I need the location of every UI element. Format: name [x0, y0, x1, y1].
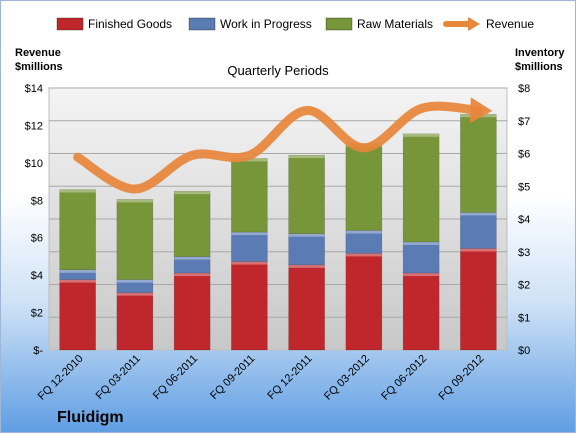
right-tick-label: $1 — [518, 312, 530, 324]
bar-cap — [60, 280, 96, 283]
bar-raw-materials — [346, 144, 382, 231]
x-tick-label: FQ 03-2011 — [94, 353, 143, 402]
bar-raw-materials — [460, 114, 496, 212]
bar-raw-materials — [403, 134, 439, 242]
legend-swatch-work-in-progress — [189, 18, 215, 30]
bar-cap — [403, 273, 439, 276]
legend-swatch-raw-materials — [326, 18, 352, 30]
bar-cap — [174, 257, 210, 260]
company-name: Fluidigm — [57, 409, 124, 426]
bar-raw-materials — [60, 190, 96, 270]
bar-raw-materials — [174, 191, 210, 257]
legend-label-revenue: Revenue — [486, 17, 534, 31]
bar-finished-goods — [289, 265, 325, 350]
bar-finished-goods — [346, 253, 382, 350]
bar-cap — [231, 262, 267, 265]
bar-work-in-progress — [346, 230, 382, 253]
bar-cap — [403, 134, 439, 137]
bar-cap — [289, 265, 325, 268]
legend-arrow-icon — [468, 17, 480, 31]
legend: Finished Goods Work in Progress Raw Materi… — [57, 17, 534, 31]
bar-cap — [460, 212, 496, 215]
right-tick-label: $6 — [518, 149, 530, 161]
left-axis-header-line1: Revenue — [15, 47, 61, 59]
bar-finished-goods — [117, 293, 153, 350]
bar-finished-goods — [174, 273, 210, 350]
left-tick-label: $4 — [31, 270, 43, 282]
bar-cap — [117, 293, 153, 296]
x-tick-label: FQ 09-2012 — [437, 353, 487, 403]
bar-work-in-progress — [231, 232, 267, 261]
bar-cap — [174, 273, 210, 276]
left-tick-label: $2 — [31, 308, 43, 320]
bar-raw-materials — [117, 199, 153, 279]
bar-cap — [60, 270, 96, 273]
x-tick-label: FQ 06-2012 — [379, 353, 429, 403]
legend-label-work-in-progress: Work in Progress — [220, 17, 312, 31]
bar-cap — [174, 191, 210, 194]
right-tick-label: $7 — [518, 116, 530, 128]
x-tick-label: FQ 12-2011 — [265, 353, 314, 402]
right-axis-header-line1: Inventory — [515, 47, 565, 59]
left-tick-label: $12 — [25, 120, 43, 132]
left-tick-label: $6 — [31, 233, 43, 245]
bar-cap — [289, 155, 325, 158]
right-tick-label: $8 — [518, 83, 530, 95]
right-tick-label: $5 — [518, 181, 530, 193]
bar-work-in-progress — [460, 212, 496, 248]
x-tick-label: FQ 12-2010 — [36, 353, 86, 403]
legend-label-finished-goods: Finished Goods — [88, 17, 172, 31]
legend-label-raw-materials: Raw Materials — [357, 17, 433, 31]
bar-work-in-progress — [403, 242, 439, 273]
left-axis-header-line2: $millions — [15, 61, 63, 73]
bar-cap — [403, 242, 439, 245]
bar-cap — [460, 248, 496, 251]
left-tick-label: $- — [33, 345, 43, 357]
bar-finished-goods — [460, 248, 496, 350]
right-tick-label: $3 — [518, 247, 530, 259]
right-axis-header-line2: $millions — [515, 61, 563, 73]
right-tick-label: $2 — [518, 280, 530, 292]
left-tick-label: $8 — [31, 195, 43, 207]
x-tick-label: FQ 09-2011 — [208, 353, 257, 402]
bar-cap — [117, 199, 153, 202]
left-tick-label: $10 — [25, 158, 43, 170]
right-tick-label: $4 — [518, 214, 530, 226]
bar-cap — [289, 234, 325, 237]
bar-cap — [346, 253, 382, 256]
legend-swatch-finished-goods — [57, 18, 83, 30]
bar-finished-goods — [403, 273, 439, 350]
bar-cap — [231, 232, 267, 235]
bar-work-in-progress — [289, 234, 325, 265]
bar-finished-goods — [231, 262, 267, 350]
right-tick-label: $0 — [518, 345, 530, 357]
x-tick-label: FQ 06-2011 — [151, 353, 200, 402]
bar-finished-goods — [60, 280, 96, 350]
bar-cap — [346, 230, 382, 233]
bar-cap — [60, 190, 96, 193]
left-tick-label: $14 — [25, 83, 43, 95]
bar-raw-materials — [231, 158, 267, 232]
x-tick-label: FQ 03-2012 — [322, 353, 372, 403]
chart-title: Quarterly Periods — [227, 63, 329, 78]
bar-cap — [117, 280, 153, 283]
bar-raw-materials — [289, 155, 325, 234]
